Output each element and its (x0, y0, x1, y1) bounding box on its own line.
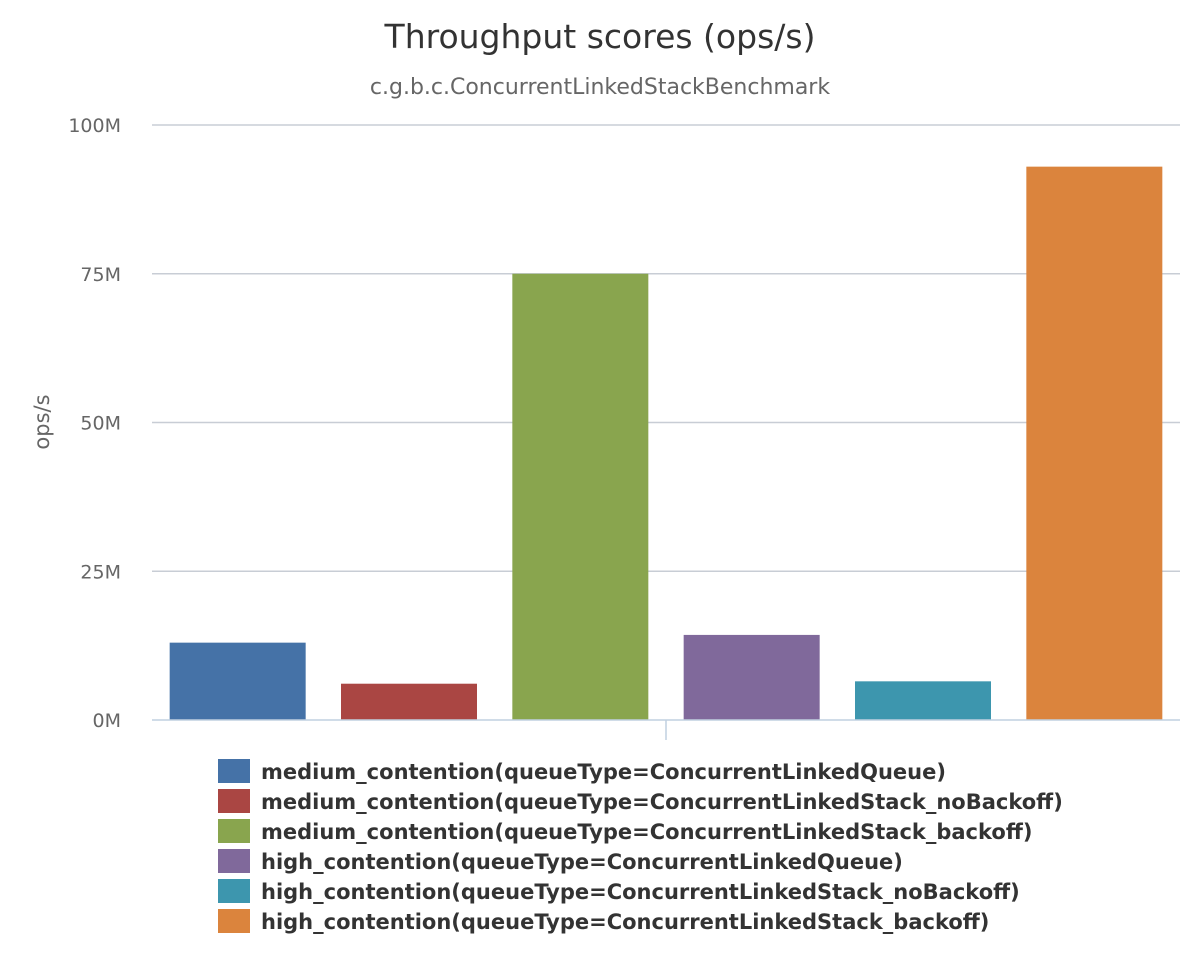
legend-label: medium_contention(queueType=ConcurrentLi… (261, 790, 1063, 814)
legend-label: high_contention(queueType=ConcurrentLink… (261, 910, 989, 934)
bar (683, 634, 820, 720)
y-tick-label: 100M (68, 115, 121, 137)
bars (169, 166, 1163, 720)
bar (341, 683, 477, 720)
legend-label: high_contention(queueType=ConcurrentLink… (261, 850, 903, 874)
y-axis-ticks: 0M 25M 50M 75M 100M (68, 115, 121, 732)
legend-label: medium_contention(queueType=ConcurrentLi… (261, 760, 946, 784)
legend-swatch (218, 759, 250, 783)
x-axis (152, 719, 1180, 740)
y-tick-label: 75M (80, 264, 121, 286)
y-tick-label: 0M (93, 710, 121, 732)
bar (1026, 166, 1163, 720)
legend: medium_contention(queueType=ConcurrentLi… (218, 759, 1063, 934)
legend-swatch (218, 789, 250, 813)
legend-swatch (218, 909, 250, 933)
legend-label: medium_contention(queueType=ConcurrentLi… (261, 820, 1032, 844)
chart-subtitle: c.g.b.c.ConcurrentLinkedStackBenchmark (370, 75, 830, 100)
legend-swatch (218, 849, 250, 873)
bar (512, 273, 649, 720)
y-tick-label: 25M (80, 561, 121, 583)
y-axis-label: ops/s (30, 394, 54, 449)
legend-label: high_contention(queueType=ConcurrentLink… (261, 880, 1020, 904)
y-tick-label: 50M (80, 413, 121, 435)
bar (855, 681, 991, 720)
legend-swatch (218, 819, 250, 843)
chart-title: Throughput scores (ops/s) (384, 17, 816, 56)
legend-swatch (218, 879, 250, 903)
bar (169, 642, 306, 720)
gridlines (152, 124, 1180, 572)
